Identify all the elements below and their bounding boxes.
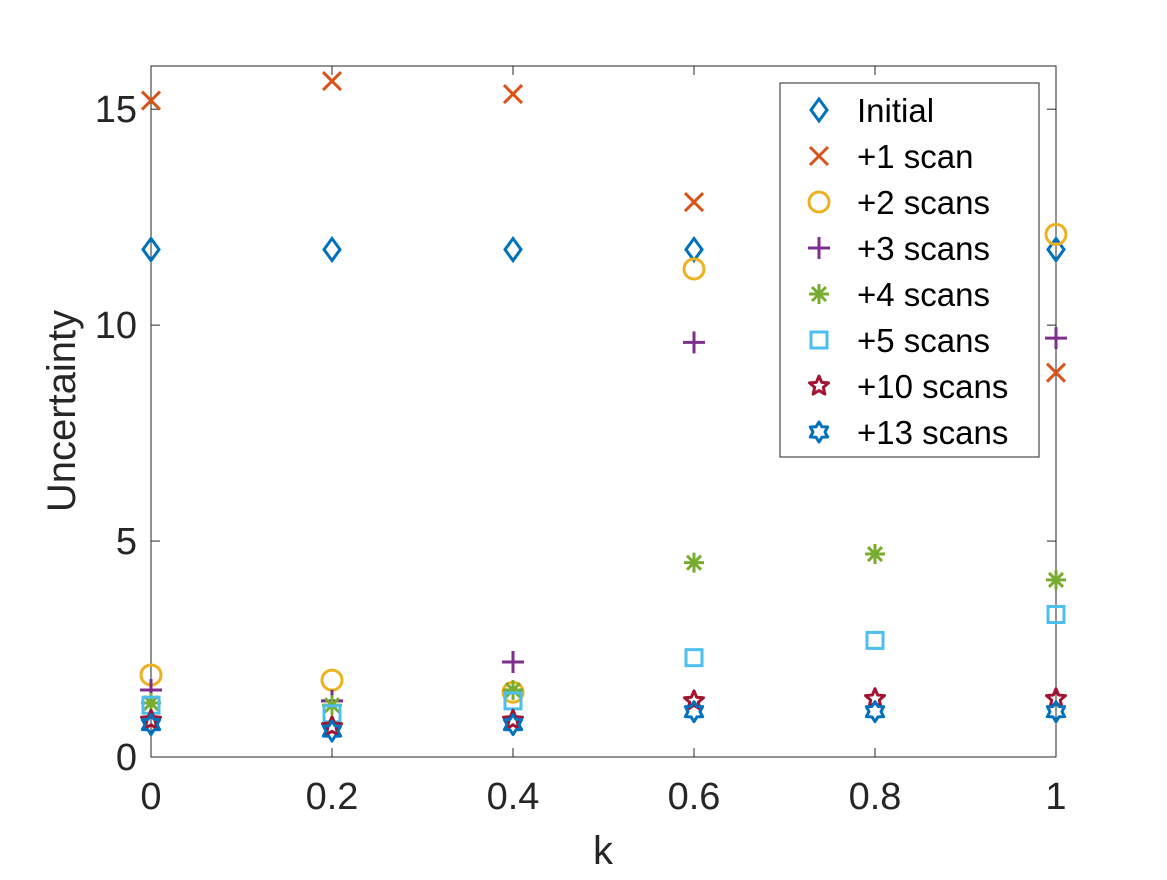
data-point bbox=[682, 689, 706, 711]
data-point bbox=[503, 235, 523, 264]
legend-marker bbox=[809, 96, 829, 124]
legend-entry: Initial bbox=[809, 92, 934, 129]
legend-marker bbox=[808, 420, 830, 444]
data-point bbox=[321, 719, 343, 743]
data-point bbox=[320, 715, 344, 737]
data-point bbox=[502, 650, 524, 673]
series-initial bbox=[141, 235, 1066, 264]
legend-label: +4 scans bbox=[857, 276, 990, 313]
data-point bbox=[684, 235, 704, 264]
data-point bbox=[1044, 222, 1068, 246]
data-point bbox=[502, 84, 524, 105]
legend-label: +2 scans bbox=[857, 184, 990, 221]
data-point bbox=[683, 700, 705, 724]
legend-marker bbox=[808, 237, 830, 259]
data-point bbox=[683, 191, 705, 213]
legend-entry: +3 scans bbox=[808, 230, 990, 267]
x-tick-label: 0.2 bbox=[306, 776, 359, 818]
legend-entry: +4 scans bbox=[809, 276, 990, 313]
legend-label: +1 scan bbox=[857, 138, 974, 175]
data-point bbox=[1046, 604, 1066, 624]
y-tick-label: 5 bbox=[116, 521, 137, 563]
data-point bbox=[865, 544, 885, 565]
y-tick-label: 10 bbox=[95, 305, 137, 347]
x-tick-label: 0.8 bbox=[849, 776, 902, 818]
data-point bbox=[684, 552, 704, 573]
series-2-scans bbox=[139, 222, 1068, 704]
legend-entry: +1 scan bbox=[808, 138, 974, 175]
data-point bbox=[503, 680, 523, 701]
x-tick-label: 0 bbox=[140, 776, 161, 818]
data-marks bbox=[139, 71, 1068, 743]
data-point bbox=[321, 71, 343, 92]
data-point bbox=[502, 713, 524, 737]
series-1-scan bbox=[140, 71, 1067, 383]
y-axis-label: Uncertainty bbox=[40, 310, 84, 512]
data-point bbox=[140, 713, 162, 737]
legend-entry: +2 scans bbox=[807, 184, 990, 221]
legend-marker bbox=[809, 284, 829, 304]
data-point bbox=[684, 648, 704, 668]
data-point bbox=[1046, 569, 1066, 590]
data-point bbox=[140, 90, 162, 111]
y-tick-label: 0 bbox=[116, 737, 137, 779]
data-point bbox=[141, 235, 161, 264]
legend-marker bbox=[807, 374, 831, 396]
data-point bbox=[1046, 235, 1066, 264]
data-point bbox=[1045, 327, 1067, 350]
data-point bbox=[139, 708, 163, 730]
series-13-scans bbox=[140, 700, 1067, 743]
legend-marker bbox=[807, 190, 831, 214]
data-point bbox=[322, 235, 342, 264]
legend-label: +3 scans bbox=[857, 230, 990, 267]
legend-label: Initial bbox=[857, 92, 934, 129]
legend-entry: +10 scans bbox=[807, 368, 1008, 405]
legend-label: +10 scans bbox=[857, 368, 1008, 405]
legend-entry: +5 scans bbox=[809, 322, 990, 359]
data-point bbox=[501, 708, 525, 730]
data-point bbox=[683, 331, 705, 354]
data-point bbox=[682, 257, 706, 281]
legend-entry: +13 scans bbox=[808, 414, 1008, 451]
data-point bbox=[1045, 700, 1067, 724]
legend-marker bbox=[809, 330, 829, 350]
x-tick-label: 0.4 bbox=[487, 776, 540, 818]
x-tick-label: 0.6 bbox=[668, 776, 721, 818]
legend-label: +5 scans bbox=[857, 322, 990, 359]
legend-label: +13 scans bbox=[857, 414, 1008, 451]
x-axis-label: k bbox=[593, 829, 614, 873]
legend: Initial +1 scan +2 scans +3 scans +4 scans +5… bbox=[779, 82, 1040, 458]
data-point bbox=[865, 630, 885, 650]
series-4-scans bbox=[141, 544, 1066, 716]
data-point bbox=[1045, 362, 1067, 383]
legend-marker bbox=[808, 145, 830, 167]
data-point bbox=[864, 700, 886, 724]
x-tick-label: 1 bbox=[1045, 776, 1066, 818]
y-tick-label: 15 bbox=[95, 89, 137, 131]
